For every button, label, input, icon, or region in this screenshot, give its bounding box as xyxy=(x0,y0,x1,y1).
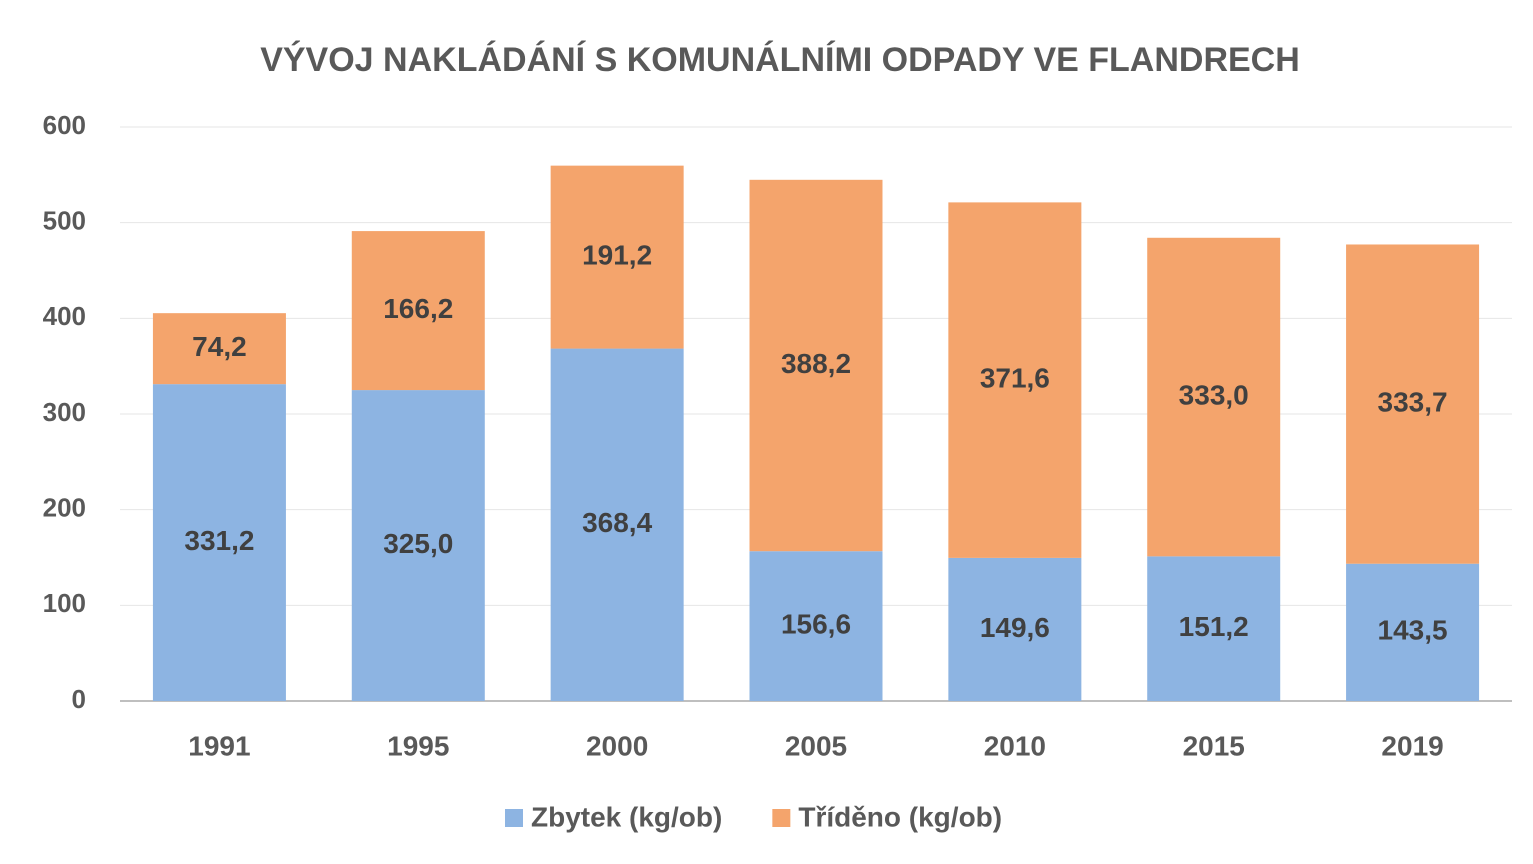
x-tick-label: 1995 xyxy=(387,730,449,761)
data-label: 333,0 xyxy=(1179,379,1249,410)
data-label: 149,6 xyxy=(980,612,1050,643)
bar-segment xyxy=(749,551,883,701)
x-tick-label: 1991 xyxy=(188,730,250,761)
bar-segment xyxy=(351,231,485,391)
y-tick-label: 100 xyxy=(43,588,86,618)
bar-segment xyxy=(1346,244,1480,564)
data-label: 388,2 xyxy=(781,348,851,379)
chart-title: VÝVOJ NAKLÁDÁNÍ S KOMUNÁLNÍMI ODPADY VE … xyxy=(260,41,1300,79)
bar-segment xyxy=(550,165,684,349)
bar-segment xyxy=(152,384,286,701)
bar-segment xyxy=(1346,563,1480,701)
y-tick-label: 0 xyxy=(72,684,86,714)
data-label: 151,2 xyxy=(1179,611,1249,642)
legend-label: Tříděno (kg/ob) xyxy=(798,801,1002,832)
data-label: 325,0 xyxy=(383,528,453,559)
x-tick-label: 2019 xyxy=(1381,730,1443,761)
bar-segment xyxy=(749,179,883,552)
y-tick-label: 300 xyxy=(43,397,86,427)
bar-segment xyxy=(152,313,286,385)
bar-segment xyxy=(948,202,1082,558)
bar-segment xyxy=(1147,556,1281,701)
data-label: 368,4 xyxy=(582,507,652,538)
legend-swatch xyxy=(505,809,523,827)
legend-label: Zbytek (kg/ob) xyxy=(531,801,722,832)
bar-segment xyxy=(550,348,684,701)
data-label: 191,2 xyxy=(582,239,652,270)
y-tick-label: 600 xyxy=(43,110,86,140)
data-label: 331,2 xyxy=(184,525,254,556)
x-tick-label: 2000 xyxy=(586,730,648,761)
data-label: 371,6 xyxy=(980,363,1050,394)
bar-segment xyxy=(1147,237,1281,557)
data-label: 143,5 xyxy=(1378,615,1448,646)
x-tick-label: 2010 xyxy=(984,730,1046,761)
data-label: 156,6 xyxy=(781,608,851,639)
x-tick-label: 2005 xyxy=(785,730,847,761)
bar-segment xyxy=(948,557,1082,701)
y-tick-label: 400 xyxy=(43,301,86,331)
data-label: 166,2 xyxy=(383,293,453,324)
legend-swatch xyxy=(772,809,791,827)
y-tick-label: 200 xyxy=(43,493,86,523)
y-tick-label: 500 xyxy=(43,206,86,236)
data-label: 74,2 xyxy=(192,331,247,362)
bar-segment xyxy=(351,390,485,701)
x-tick-label: 2015 xyxy=(1183,730,1245,761)
data-label: 333,7 xyxy=(1378,386,1448,417)
